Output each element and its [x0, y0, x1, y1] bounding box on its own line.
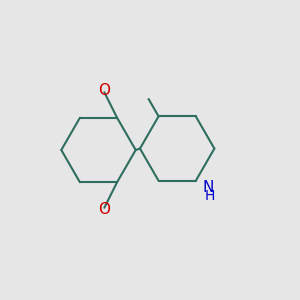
Text: O: O [98, 83, 110, 98]
Text: N: N [203, 180, 214, 195]
Text: H: H [204, 189, 215, 203]
Text: O: O [98, 202, 110, 217]
